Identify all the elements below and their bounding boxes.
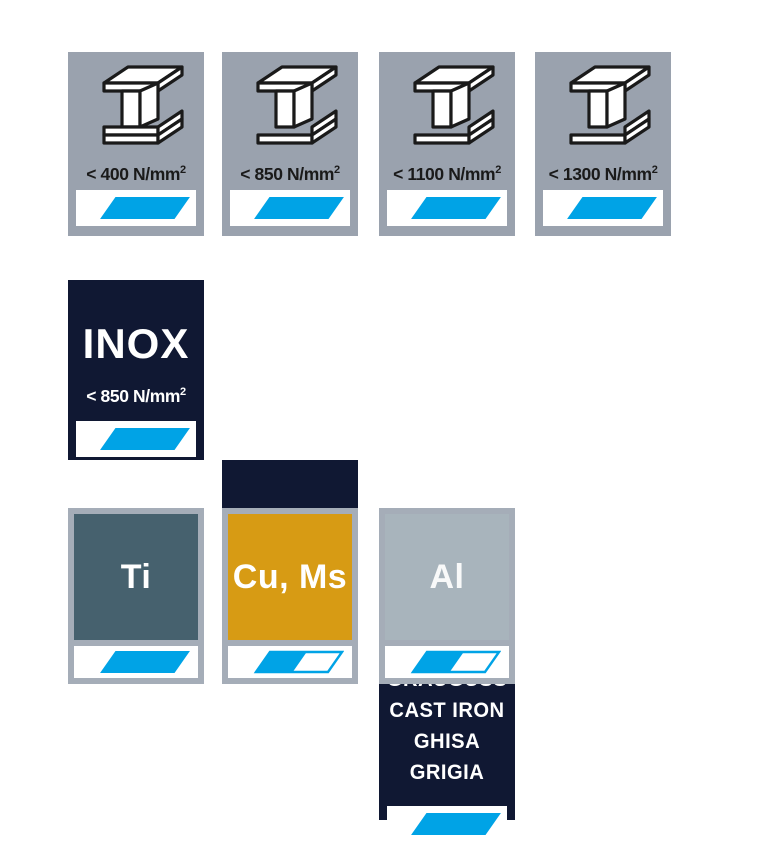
suitability-strip bbox=[74, 646, 198, 678]
card-copper-brass[interactable]: Cu, Ms bbox=[222, 508, 358, 684]
cast-iron-name-it: GHISA GRIGIA bbox=[409, 730, 485, 784]
parallelogram-full-icon bbox=[100, 428, 190, 450]
legend-board: < 400 N/mm2 bbox=[68, 52, 671, 835]
parallelogram-full-icon bbox=[100, 197, 190, 219]
suitability-strip bbox=[76, 190, 196, 226]
suitability-strip bbox=[543, 190, 663, 226]
cast-iron-name-en: CAST IRON bbox=[389, 699, 505, 722]
strength-label: < 400 N/mm2 bbox=[86, 164, 186, 184]
suitability-strip bbox=[385, 646, 509, 678]
i-beam-icon bbox=[68, 52, 204, 160]
card-steel-1100[interactable]: < 1100 N/mm2 bbox=[379, 52, 515, 236]
parallelogram-full-icon bbox=[254, 197, 344, 219]
aluminium-panel: Al bbox=[385, 514, 509, 640]
suitability-strip bbox=[228, 646, 352, 678]
parallelogram-full-icon bbox=[411, 197, 501, 219]
strength-label: < 1100 N/mm2 bbox=[393, 164, 501, 184]
card-inox-below-850[interactable]: INOX < 850 N/mm2 bbox=[68, 280, 204, 460]
parallelogram-full-icon bbox=[567, 197, 657, 219]
suitability-strip bbox=[387, 806, 507, 842]
parallelogram-half-icon bbox=[410, 650, 501, 674]
i-beam-icon bbox=[379, 52, 515, 160]
suitability-strip bbox=[387, 190, 507, 226]
strength-label: < 850 N/mm2 bbox=[86, 386, 186, 406]
i-beam-icon bbox=[222, 52, 358, 160]
metal-symbol: Ti bbox=[120, 557, 152, 596]
metal-symbol: Al bbox=[429, 557, 465, 596]
card-titanium[interactable]: Ti bbox=[68, 508, 204, 684]
card-aluminium[interactable]: Al bbox=[379, 508, 515, 684]
i-beam-icon bbox=[535, 52, 671, 160]
copper-brass-panel: Cu, Ms bbox=[228, 514, 352, 640]
suitability-strip bbox=[230, 190, 350, 226]
parallelogram-full-icon bbox=[411, 813, 501, 835]
inox-title: INOX bbox=[82, 320, 190, 367]
card-steel-400[interactable]: < 400 N/mm2 bbox=[68, 52, 204, 236]
suitability-strip bbox=[76, 421, 196, 457]
strength-label: < 850 N/mm2 bbox=[240, 164, 340, 184]
strength-label: < 1300 N/mm2 bbox=[548, 164, 658, 184]
titanium-panel: Ti bbox=[74, 514, 198, 640]
parallelogram-half-icon bbox=[253, 650, 344, 674]
card-steel-850[interactable]: < 850 N/mm2 bbox=[222, 52, 358, 236]
parallelogram-full-icon bbox=[100, 651, 190, 673]
card-steel-1300[interactable]: < 1300 N/mm2 bbox=[535, 52, 671, 236]
metal-symbol: Cu, Ms bbox=[232, 557, 348, 596]
